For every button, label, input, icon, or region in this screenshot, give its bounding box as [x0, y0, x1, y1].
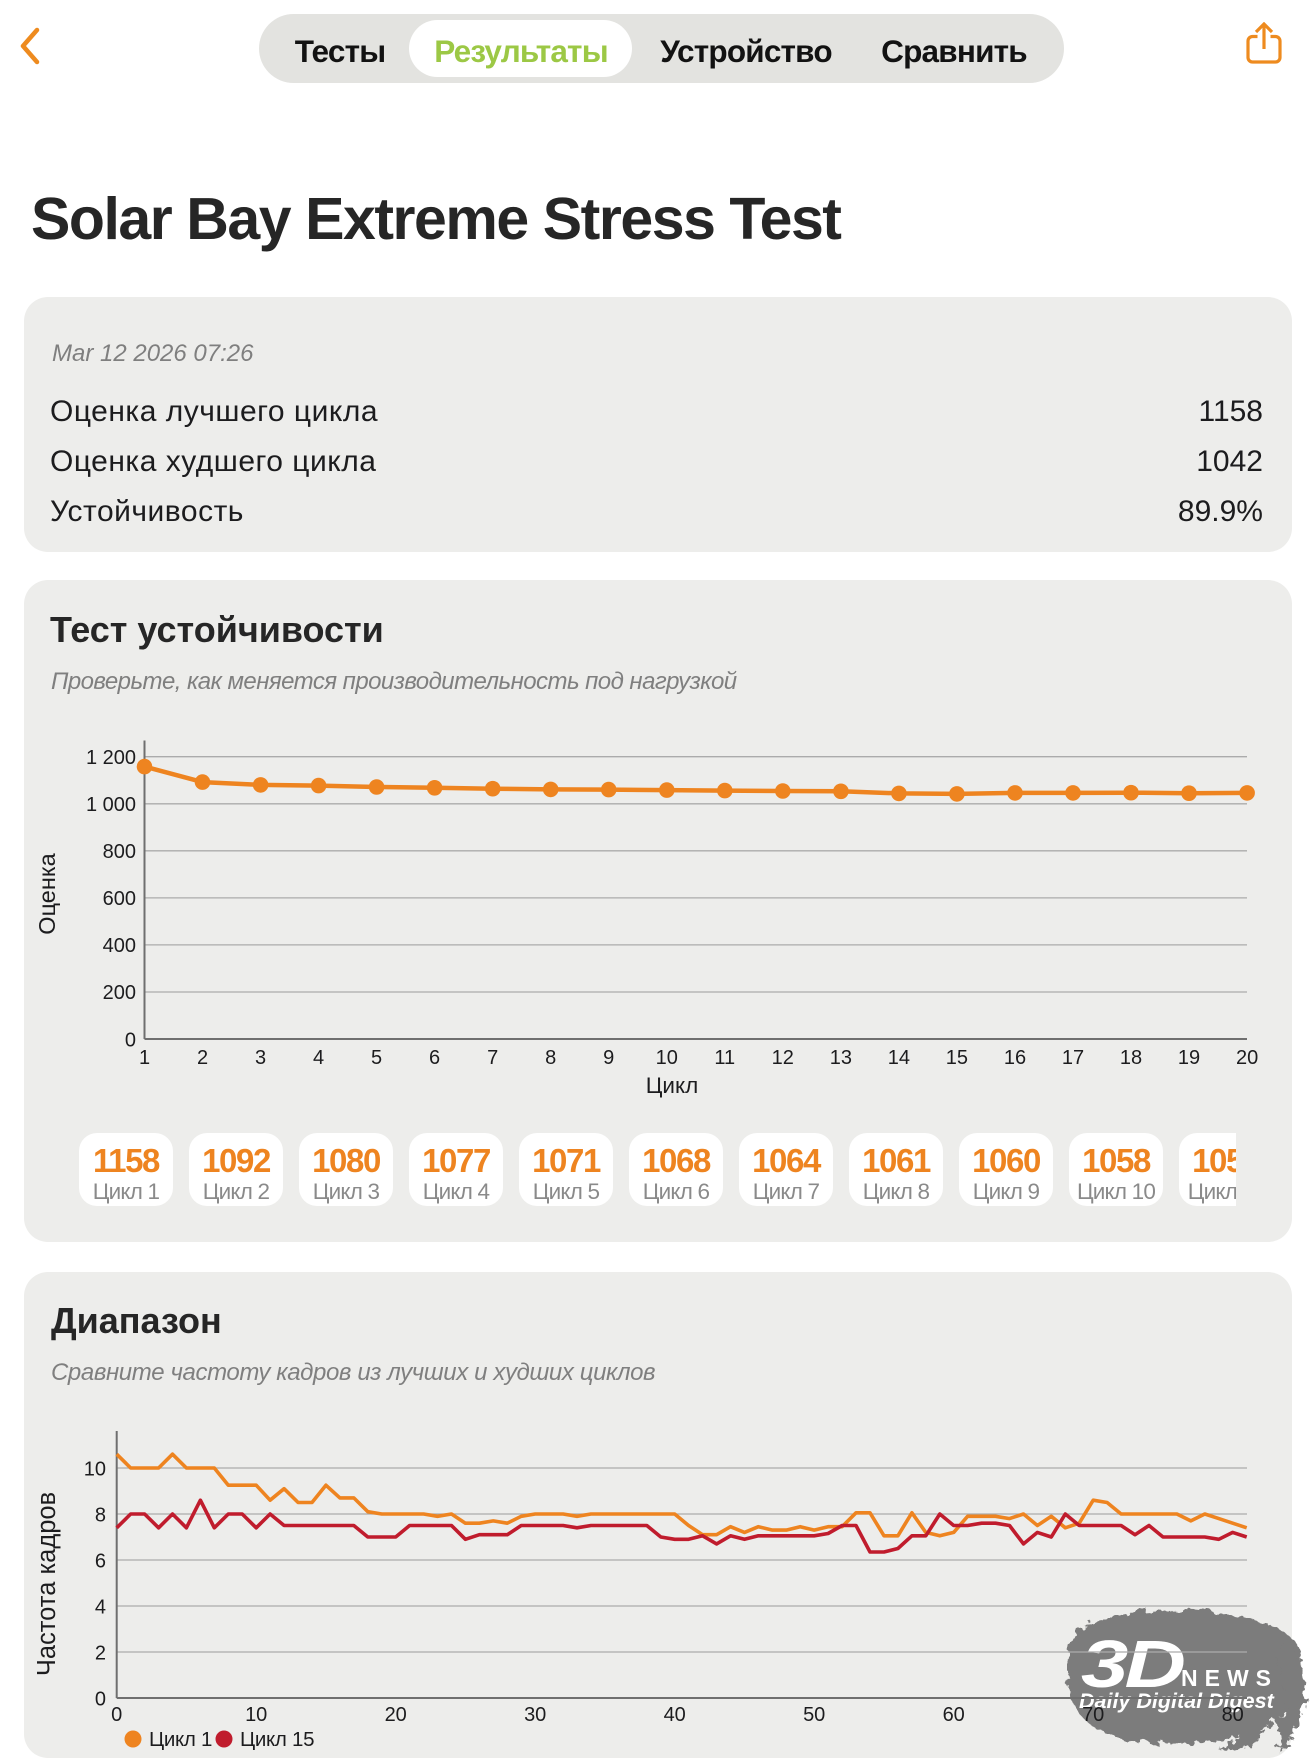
svg-text:0: 0 — [95, 1688, 106, 1710]
svg-text:6: 6 — [95, 1550, 106, 1572]
svg-text:9: 9 — [603, 1047, 614, 1069]
svg-text:8: 8 — [95, 1504, 106, 1526]
svg-text:2: 2 — [197, 1047, 208, 1069]
svg-text:20: 20 — [1236, 1047, 1258, 1069]
svg-text:0: 0 — [111, 1704, 122, 1726]
svg-text:0: 0 — [125, 1029, 136, 1051]
svg-text:16: 16 — [1004, 1047, 1026, 1069]
svg-text:13: 13 — [830, 1047, 852, 1069]
svg-text:10: 10 — [245, 1704, 267, 1726]
svg-text:5: 5 — [371, 1047, 382, 1069]
svg-text:Оценка: Оценка — [34, 852, 60, 934]
svg-text:200: 200 — [103, 982, 136, 1004]
svg-text:400: 400 — [103, 935, 136, 957]
svg-text:10: 10 — [84, 1458, 106, 1480]
svg-text:15: 15 — [946, 1047, 968, 1069]
svg-text:2: 2 — [95, 1642, 106, 1664]
svg-text:12: 12 — [772, 1047, 794, 1069]
svg-text:30: 30 — [524, 1704, 546, 1726]
svg-text:6: 6 — [429, 1047, 440, 1069]
svg-text:17: 17 — [1062, 1047, 1084, 1069]
svg-text:800: 800 — [103, 841, 136, 863]
svg-text:3D: 3D — [1081, 1628, 1185, 1702]
svg-text:10: 10 — [656, 1047, 678, 1069]
svg-text:18: 18 — [1120, 1047, 1142, 1069]
svg-text:60: 60 — [943, 1704, 965, 1726]
svg-text:7: 7 — [487, 1047, 498, 1069]
svg-text:3: 3 — [255, 1047, 266, 1069]
svg-text:11: 11 — [714, 1047, 735, 1069]
svg-text:600: 600 — [103, 888, 136, 910]
svg-text:1 200: 1 200 — [86, 747, 136, 769]
svg-text:Цикл 15: Цикл 15 — [240, 1728, 314, 1751]
svg-text:1: 1 — [139, 1047, 150, 1069]
svg-text:50: 50 — [803, 1704, 825, 1726]
svg-text:Daily Digital Digest: Daily Digital Digest — [1079, 1689, 1275, 1713]
svg-text:40: 40 — [664, 1704, 686, 1726]
svg-text:Цикл: Цикл — [646, 1073, 698, 1098]
svg-text:NEWS: NEWS — [1181, 1665, 1278, 1691]
svg-text:4: 4 — [95, 1596, 106, 1618]
svg-text:70: 70 — [1082, 1704, 1104, 1726]
svg-text:19: 19 — [1178, 1047, 1200, 1069]
svg-text:Частота кадров: Частота кадров — [33, 1492, 61, 1676]
svg-text:20: 20 — [385, 1704, 407, 1726]
svg-text:4: 4 — [313, 1047, 324, 1069]
svg-text:Цикл 1: Цикл 1 — [149, 1728, 212, 1751]
svg-text:80: 80 — [1222, 1704, 1244, 1726]
svg-text:8: 8 — [545, 1047, 556, 1069]
svg-text:1 000: 1 000 — [86, 794, 136, 816]
svg-text:14: 14 — [888, 1047, 910, 1069]
